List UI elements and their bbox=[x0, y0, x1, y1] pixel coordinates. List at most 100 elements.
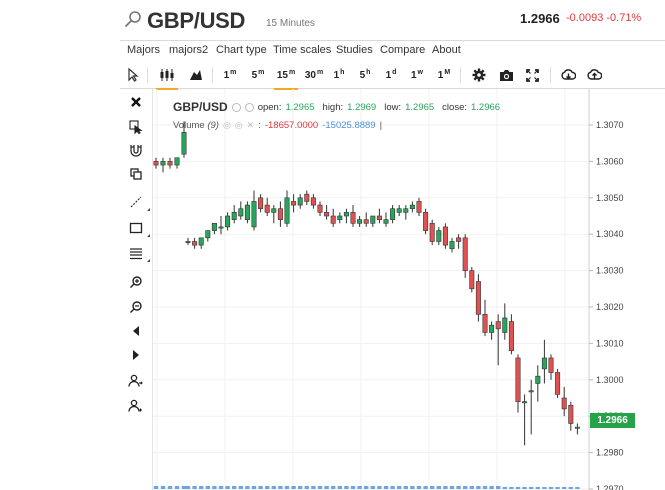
candle bbox=[231, 205, 237, 224]
candle-body bbox=[350, 212, 356, 224]
candle-body bbox=[264, 204, 270, 213]
candle bbox=[416, 197, 422, 216]
upload-icon[interactable] bbox=[584, 62, 604, 88]
scroll-right-icon[interactable] bbox=[126, 347, 146, 363]
last-price: 1.2966 bbox=[520, 11, 560, 26]
candle bbox=[310, 194, 316, 209]
candlestick-chart-icon[interactable] bbox=[156, 62, 178, 90]
menu-about[interactable]: About bbox=[432, 44, 461, 56]
candle bbox=[198, 237, 204, 249]
menu-compare[interactable]: Compare bbox=[380, 44, 426, 56]
download-icon[interactable] bbox=[558, 62, 578, 88]
volume-bar bbox=[377, 486, 382, 489]
candlestick-chart[interactable]: 1.3070 1.3060 1.3050 1.3040 1.3030 1.3020 1.30… bbox=[153, 89, 665, 490]
candle bbox=[403, 205, 409, 220]
candle-body bbox=[330, 215, 336, 224]
candle-body bbox=[423, 212, 429, 231]
y-tick-label: 1.3030 bbox=[596, 266, 624, 276]
crosshair-icon[interactable] bbox=[126, 119, 146, 135]
candle bbox=[469, 266, 475, 293]
candle bbox=[482, 299, 488, 337]
candle-body bbox=[515, 357, 521, 402]
cursor-icon[interactable] bbox=[124, 62, 142, 88]
candle bbox=[264, 197, 270, 216]
rectangle-icon[interactable] bbox=[126, 220, 150, 237]
fullscreen-icon[interactable] bbox=[522, 62, 542, 88]
settings-dot-icon[interactable]: ◎ bbox=[234, 120, 243, 130]
eye-icon[interactable]: ◎ bbox=[222, 120, 231, 130]
clone-icon[interactable] bbox=[126, 166, 146, 182]
candle bbox=[475, 274, 481, 322]
timeframe-30m[interactable]: 30 m bbox=[304, 68, 324, 81]
user-add-icon[interactable] bbox=[126, 373, 146, 389]
volume-bar bbox=[291, 486, 296, 489]
search-icon[interactable] bbox=[122, 9, 144, 31]
volume-bar bbox=[284, 486, 290, 489]
legend-symbol: GBP/USD bbox=[173, 100, 228, 114]
menu-studies[interactable]: Studies bbox=[336, 44, 373, 56]
volume-bar bbox=[181, 486, 187, 489]
volume-bar bbox=[344, 486, 349, 489]
candle bbox=[244, 201, 250, 224]
volume-bar bbox=[548, 487, 554, 489]
candle-body bbox=[535, 375, 541, 384]
candle bbox=[396, 205, 402, 216]
menu-chart-type[interactable]: Chart type bbox=[216, 44, 267, 56]
volume-bar bbox=[489, 486, 494, 489]
candle bbox=[495, 314, 501, 366]
candle bbox=[449, 237, 455, 253]
current-price-tag: 1.2966 bbox=[590, 413, 635, 428]
candle-body bbox=[238, 208, 244, 217]
gear-icon[interactable] bbox=[469, 62, 489, 88]
y-tick-label: 1.2980 bbox=[596, 448, 624, 458]
candle-body bbox=[211, 222, 217, 231]
fibonacci-icon[interactable] bbox=[126, 245, 150, 262]
user-anchor-icon[interactable] bbox=[126, 398, 146, 414]
volume-bar bbox=[555, 487, 560, 489]
y-tick-label: 1.2970 bbox=[596, 484, 624, 490]
close-icon[interactable] bbox=[126, 94, 146, 110]
candle bbox=[218, 216, 224, 235]
candle-body bbox=[271, 208, 277, 213]
candle-body bbox=[198, 237, 204, 246]
scroll-left-icon[interactable] bbox=[126, 323, 146, 339]
trendline-icon[interactable] bbox=[126, 194, 150, 211]
volume-bar bbox=[185, 486, 191, 489]
candle bbox=[489, 321, 495, 340]
camera-icon[interactable] bbox=[496, 62, 516, 88]
volume-value-2: -15025.8889 bbox=[322, 120, 376, 131]
high-label: high: bbox=[322, 101, 344, 113]
drawing-toolbar bbox=[120, 89, 153, 490]
candle bbox=[376, 208, 382, 224]
magnet-icon[interactable] bbox=[126, 142, 146, 158]
eye-icon[interactable] bbox=[231, 102, 241, 112]
open-value: 1.2965 bbox=[285, 101, 315, 113]
menu-time-scales[interactable]: Time scales bbox=[273, 44, 332, 56]
candle bbox=[174, 157, 180, 169]
volume-bar bbox=[167, 486, 173, 489]
header-bar: GBP/USD 15 Minutes 1.2966 -0.0093 -0.71% bbox=[0, 0, 665, 40]
symbol-title: GBP/USD bbox=[147, 8, 246, 33]
candle bbox=[442, 223, 448, 249]
volume-bar bbox=[192, 486, 197, 489]
candle bbox=[297, 194, 303, 209]
candle bbox=[317, 201, 323, 216]
menu-majors2[interactable]: majors2 bbox=[169, 44, 209, 56]
remove-icon[interactable]: ✕ bbox=[246, 120, 255, 130]
candle-body bbox=[343, 212, 349, 217]
area-chart-icon[interactable] bbox=[186, 62, 206, 88]
menu-majors[interactable]: Majors bbox=[127, 44, 161, 56]
volume-bar bbox=[245, 486, 250, 489]
candle bbox=[541, 339, 547, 384]
timeframe-15m[interactable]: 15 m bbox=[274, 62, 298, 90]
zoom-in-icon[interactable] bbox=[126, 274, 146, 290]
zoom-out-icon[interactable] bbox=[126, 299, 146, 315]
settings-dot-icon[interactable] bbox=[244, 102, 254, 112]
